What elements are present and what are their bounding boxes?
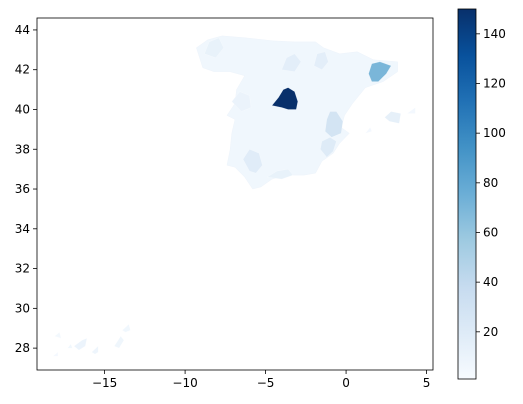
region [242, 149, 263, 174]
region [114, 335, 125, 349]
colorbar-tick-label: 100 [483, 126, 506, 140]
region [271, 87, 299, 110]
region [73, 337, 88, 351]
region [313, 51, 329, 70]
region [231, 91, 252, 112]
mainland-spain [196, 35, 398, 190]
y-tick-label: 40 [15, 102, 30, 116]
y-axis: 28 30 32 34 36 38 40 42 44 [15, 23, 37, 355]
y-tick-label: 34 [15, 222, 30, 236]
x-tick-label: −5 [257, 376, 275, 390]
x-tick-label: 5 [423, 376, 431, 390]
y-tick-label: 36 [15, 182, 30, 196]
region [364, 127, 373, 134]
y-tick-label: 38 [15, 142, 30, 156]
region [121, 323, 131, 333]
region [384, 111, 402, 124]
region [324, 111, 344, 138]
colorbar-ticks: 20 40 60 80 100 120 140 [476, 27, 506, 339]
mainland-landmass [196, 35, 398, 190]
map-plot-area [36, 17, 434, 371]
region [281, 53, 302, 72]
region [67, 343, 73, 349]
colorbar-tick-label: 140 [483, 27, 506, 41]
colorbar-tick-label: 60 [483, 225, 498, 239]
y-tick-label: 42 [15, 63, 30, 77]
colorbar-tick-label: 120 [483, 76, 506, 90]
x-tick-label: −10 [172, 376, 197, 390]
region [52, 351, 59, 357]
regions-layer [52, 37, 416, 357]
region [266, 168, 294, 180]
colorbar: 20 40 60 80 100 120 140 [457, 8, 506, 380]
region [54, 331, 62, 339]
x-tick-label: 0 [342, 376, 350, 390]
region [406, 107, 416, 114]
region [204, 37, 224, 59]
region [368, 61, 392, 82]
map-frame [36, 17, 434, 371]
colorbar-frame [457, 8, 477, 380]
colorbar-gradient [458, 9, 476, 379]
y-tick-label: 44 [15, 23, 30, 37]
y-tick-label: 30 [15, 301, 30, 315]
colorbar-tick-label: 40 [483, 275, 498, 289]
y-tick-label: 28 [15, 341, 30, 355]
region [320, 137, 337, 158]
x-axis: −15 −10 −5 0 5 [92, 370, 430, 390]
x-tick-label: −15 [92, 376, 117, 390]
y-tick-label: 32 [15, 262, 30, 276]
region [91, 345, 99, 355]
colorbar-tick-label: 20 [483, 325, 498, 339]
colorbar-tick-label: 80 [483, 176, 498, 190]
